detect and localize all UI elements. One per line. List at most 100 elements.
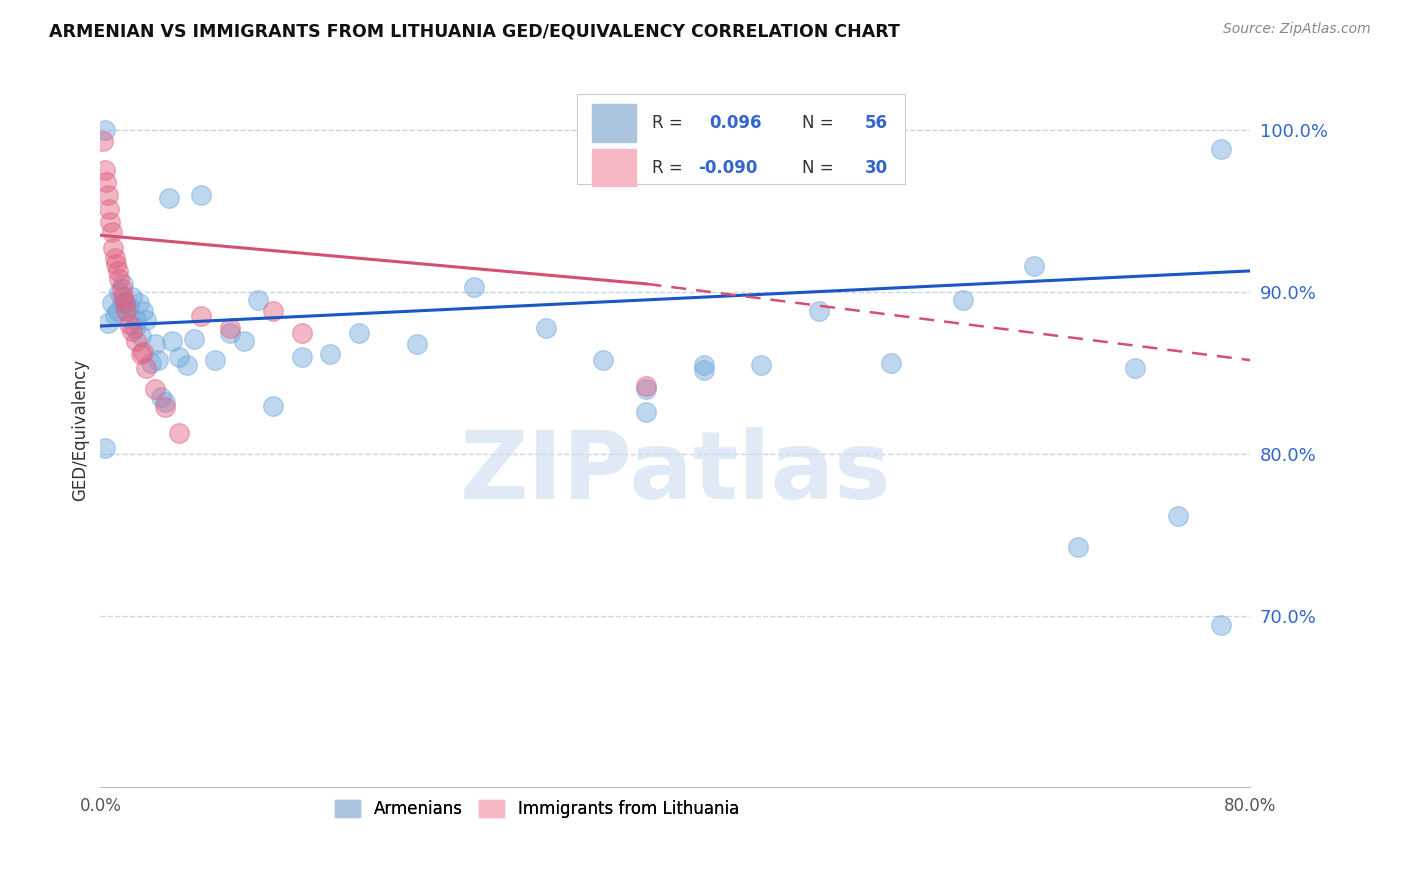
Point	[107, 304, 129, 318]
Point	[880, 356, 903, 370]
Text: 30: 30	[865, 159, 889, 177]
Point	[636, 405, 658, 419]
Point	[98, 202, 121, 217]
Text: 0.096: 0.096	[710, 114, 762, 132]
Point	[96, 187, 118, 202]
Legend: Armenians, Immigrants from Lithuania: Armenians, Immigrants from Lithuania	[329, 793, 745, 825]
Point	[96, 316, 118, 330]
Point	[124, 320, 146, 334]
Text: ZIPatlas: ZIPatlas	[460, 426, 891, 519]
Point	[104, 251, 127, 265]
Point	[129, 328, 152, 343]
Point	[157, 191, 180, 205]
Point	[103, 241, 125, 255]
Point	[93, 163, 115, 178]
Point	[751, 358, 773, 372]
Text: -0.090: -0.090	[699, 159, 758, 177]
Point	[125, 334, 148, 348]
Point	[190, 310, 212, 324]
Point	[143, 337, 166, 351]
Point	[105, 257, 128, 271]
Point	[218, 326, 240, 340]
Y-axis label: GED/Equivalency: GED/Equivalency	[72, 359, 89, 501]
Text: Source: ZipAtlas.com: Source: ZipAtlas.com	[1223, 22, 1371, 37]
Text: N =: N =	[801, 114, 834, 132]
Point	[114, 296, 136, 310]
Point	[114, 296, 136, 310]
Point	[204, 353, 226, 368]
Point	[1211, 142, 1233, 156]
Text: R =: R =	[652, 159, 683, 177]
Point	[347, 326, 370, 340]
Point	[91, 134, 114, 148]
Point	[101, 296, 124, 310]
Point	[94, 175, 117, 189]
Text: N =: N =	[801, 159, 834, 177]
Point	[101, 225, 124, 239]
Point	[319, 346, 342, 360]
Point	[125, 312, 148, 326]
Point	[169, 426, 191, 441]
Point	[146, 353, 169, 368]
Point	[169, 350, 191, 364]
Point	[190, 187, 212, 202]
Text: ARMENIAN VS IMMIGRANTS FROM LITHUANIA GED/EQUIVALENCY CORRELATION CHART: ARMENIAN VS IMMIGRANTS FROM LITHUANIA GE…	[49, 22, 900, 40]
Point	[1024, 259, 1046, 273]
Point	[233, 334, 256, 348]
Point	[262, 304, 284, 318]
Text: 56: 56	[865, 114, 887, 132]
Point	[1167, 508, 1189, 523]
Point	[290, 350, 312, 364]
Point	[592, 353, 614, 368]
Point	[139, 356, 162, 370]
Point	[1211, 617, 1233, 632]
Point	[115, 304, 138, 318]
Point	[112, 290, 135, 304]
FancyBboxPatch shape	[592, 149, 636, 186]
Point	[104, 308, 127, 322]
Point	[952, 293, 974, 307]
Point	[247, 293, 270, 307]
Point	[135, 361, 157, 376]
Point	[290, 326, 312, 340]
Point	[183, 332, 205, 346]
Point	[218, 320, 240, 334]
Point	[100, 215, 122, 229]
Point	[143, 382, 166, 396]
Text: R =: R =	[652, 114, 683, 132]
Point	[118, 318, 141, 332]
Point	[262, 399, 284, 413]
Point	[132, 345, 155, 359]
Point	[121, 324, 143, 338]
Point	[693, 363, 716, 377]
Point	[93, 122, 115, 136]
Point	[108, 272, 131, 286]
Point	[112, 277, 135, 291]
Point	[693, 358, 716, 372]
FancyBboxPatch shape	[578, 95, 905, 184]
Point	[1123, 361, 1146, 376]
Point	[153, 400, 176, 414]
Point	[636, 382, 658, 396]
Point	[132, 304, 155, 318]
Point	[807, 304, 830, 318]
Point	[118, 300, 141, 314]
Point	[534, 320, 557, 334]
Point	[636, 379, 658, 393]
Point	[121, 290, 143, 304]
Point	[1066, 540, 1088, 554]
FancyBboxPatch shape	[592, 104, 636, 142]
Point	[153, 395, 176, 409]
Point	[463, 280, 485, 294]
Point	[176, 358, 198, 372]
Point	[93, 441, 115, 455]
Point	[135, 312, 157, 326]
Point	[149, 391, 172, 405]
Point	[107, 264, 129, 278]
Point	[405, 337, 427, 351]
Point	[108, 285, 131, 299]
Point	[128, 296, 150, 310]
Point	[160, 334, 183, 348]
Point	[115, 304, 138, 318]
Point	[111, 282, 134, 296]
